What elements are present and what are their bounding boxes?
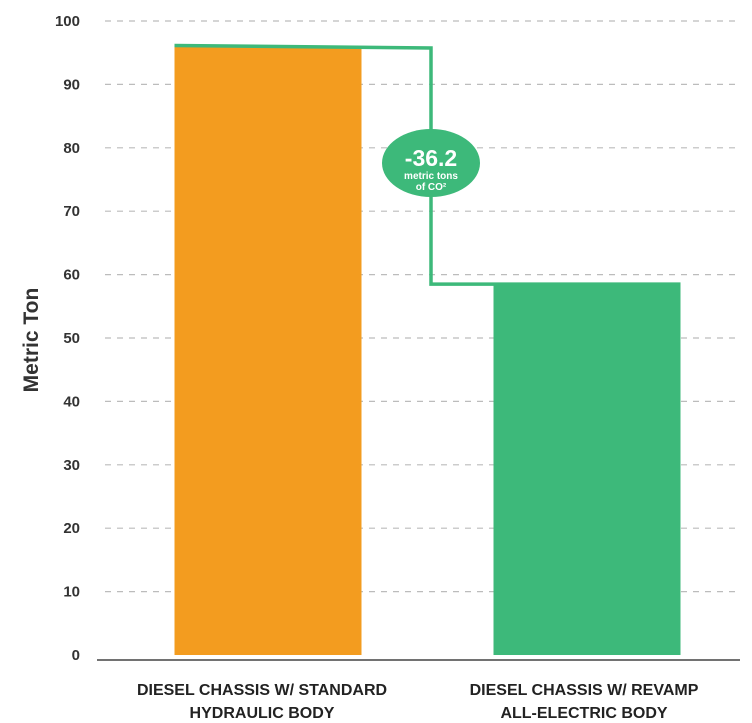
y-tick-label-40: 40 bbox=[63, 393, 80, 410]
reduction-badge: -36.2 metric tons of CO² bbox=[382, 129, 480, 197]
category-label-1-line2: ALL-ELECTRIC BODY bbox=[500, 705, 667, 722]
y-tick-labels: 0 10 20 30 40 50 60 70 80 90 100 bbox=[55, 13, 80, 664]
bars bbox=[174, 46, 681, 655]
category-label-0-line2: HYDRAULIC BODY bbox=[190, 705, 335, 722]
y-tick-label-20: 20 bbox=[63, 520, 80, 537]
reduction-unit-line2: of CO² bbox=[416, 182, 447, 193]
bar-0 bbox=[174, 46, 362, 655]
y-tick-label-50: 50 bbox=[63, 330, 80, 347]
reduction-value: -36.2 bbox=[405, 145, 457, 171]
category-label-1-line1: DIESEL CHASSIS W/ REVAMP bbox=[470, 682, 699, 699]
y-tick-label-60: 60 bbox=[63, 267, 80, 284]
y-tick-label-70: 70 bbox=[63, 203, 80, 220]
y-tick-label-10: 10 bbox=[63, 584, 80, 601]
y-tick-label-90: 90 bbox=[63, 76, 80, 93]
y-tick-label-0: 0 bbox=[72, 647, 80, 664]
y-tick-label-100: 100 bbox=[55, 13, 80, 30]
y-axis-title: Metric Ton bbox=[20, 288, 43, 393]
reduction-badge-shape bbox=[382, 129, 480, 197]
category-labels: DIESEL CHASSIS W/ STANDARD HYDRAULIC BOD… bbox=[137, 682, 699, 722]
y-tick-label-80: 80 bbox=[63, 140, 80, 157]
y-tick-label-30: 30 bbox=[63, 457, 80, 474]
reduction-unit-line1: metric tons bbox=[404, 171, 458, 182]
category-label-0-line1: DIESEL CHASSIS W/ STANDARD bbox=[137, 682, 387, 699]
bar-1 bbox=[493, 284, 681, 655]
